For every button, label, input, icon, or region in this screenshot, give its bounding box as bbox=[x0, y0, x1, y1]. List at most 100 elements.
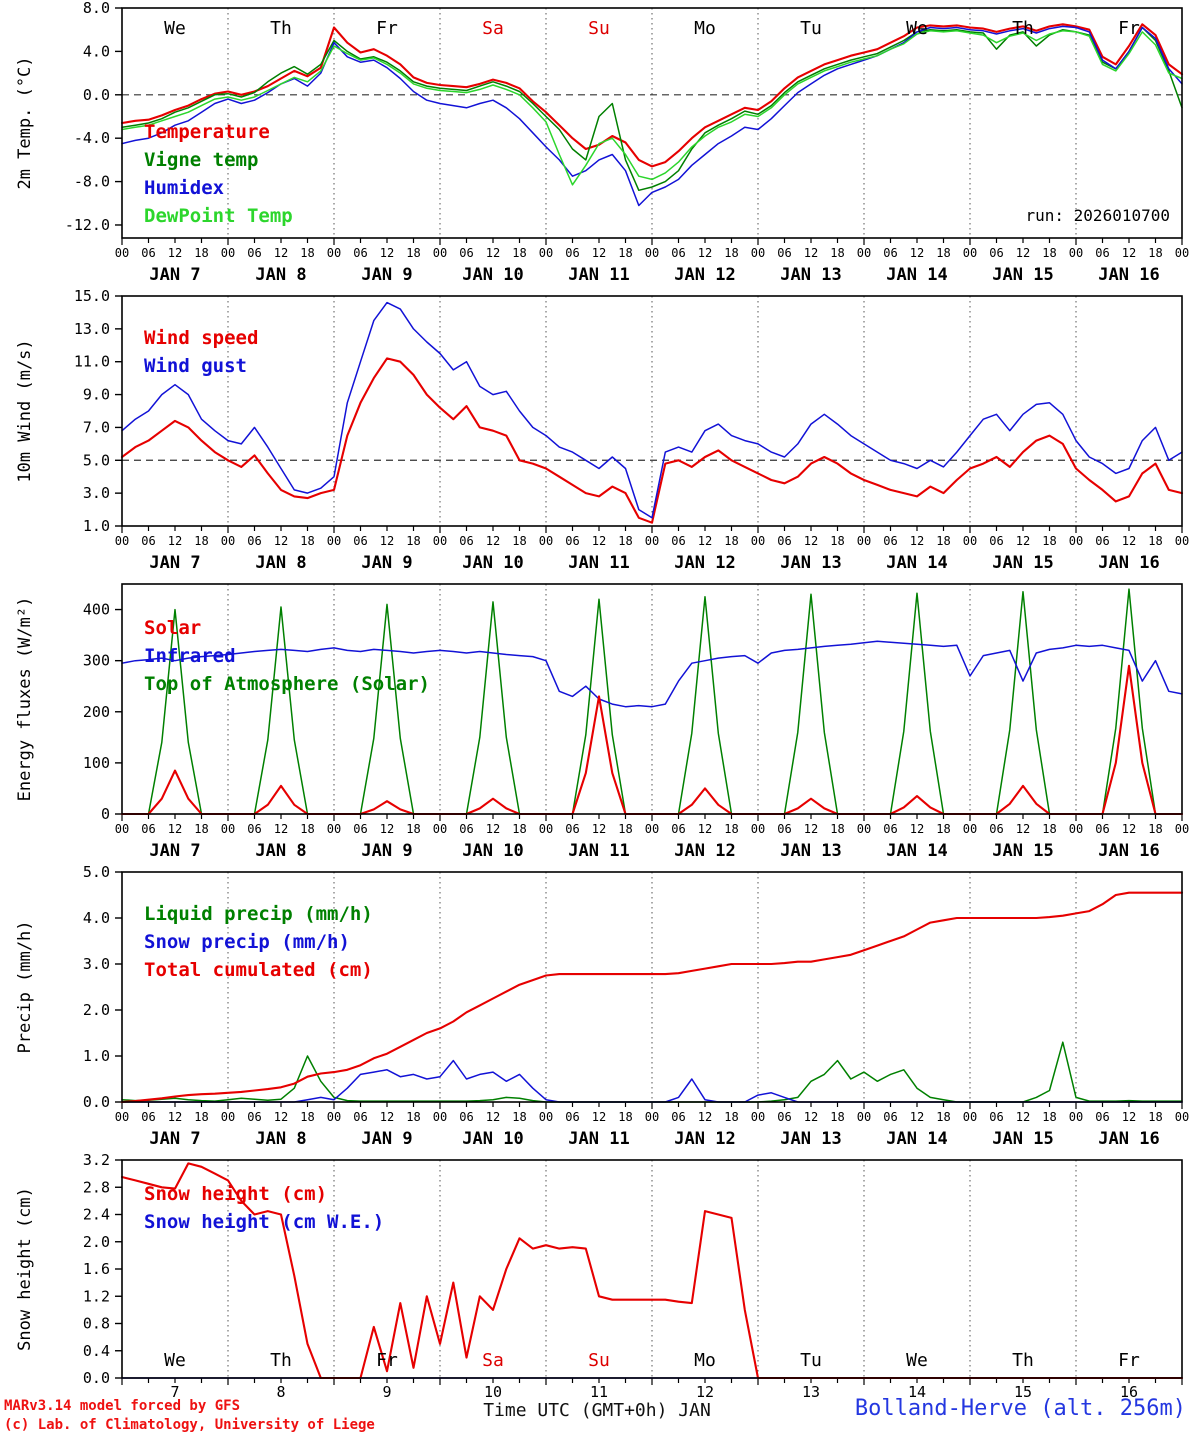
panel-wind-10m: 15.0 13.0 11.0 9.0 7.0 5.0 3.0 1.0 10m Wind (m/s… bbox=[15, 287, 1189, 573]
y-tick-label: 300 bbox=[83, 652, 110, 670]
date-label: JAN 8 bbox=[255, 265, 306, 285]
series-temperature-line bbox=[120, 23, 1184, 168]
date-label: JAN 11 bbox=[568, 553, 629, 573]
panel-frame bbox=[121, 583, 1183, 815]
y-tick-label: -4.0 bbox=[74, 129, 110, 147]
panel-temp-2m: 8.0 4.0 0.0 -4.0 -8.0 -12.0 2m Temp. (°C) Tempe… bbox=[15, 0, 1189, 285]
hour-tick-label: 06 bbox=[459, 246, 473, 260]
day-number-label: 7 bbox=[170, 1383, 179, 1401]
date-label: JAN 15 bbox=[992, 1129, 1053, 1149]
hour-tick-label: 06 bbox=[141, 246, 155, 260]
hour-tick-label: 06 bbox=[565, 1110, 579, 1124]
hour-tick-label: 00 bbox=[751, 1110, 765, 1124]
weekday-label: Su bbox=[588, 1350, 610, 1371]
date-label: JAN 15 bbox=[992, 553, 1053, 573]
date-label: JAN 11 bbox=[568, 1129, 629, 1149]
y-tick-label: 8.0 bbox=[83, 0, 110, 17]
hour-tick-label: 06 bbox=[989, 246, 1003, 260]
hour-tick-label: 18 bbox=[830, 822, 844, 836]
hour-tick-label: 12 bbox=[592, 822, 606, 836]
panel-snow-height: 3.2 2.8 2.4 2.0 1.6 1.2 0.8 0.4 0.0 Snow height (… bbox=[15, 1151, 1184, 1401]
series-humidex-line bbox=[121, 25, 1183, 207]
day-number-label: 11 bbox=[590, 1383, 608, 1401]
date-label: JAN 11 bbox=[568, 841, 629, 861]
hour-tick-label: 00 bbox=[857, 822, 871, 836]
date-label: JAN 13 bbox=[780, 841, 841, 861]
weekday-label: We bbox=[906, 1350, 928, 1371]
hour-tick-label: 18 bbox=[936, 1110, 950, 1124]
hour-tick-label: 00 bbox=[857, 1110, 871, 1124]
hour-tick-label: 18 bbox=[512, 1110, 526, 1124]
date-label: JAN 9 bbox=[361, 1129, 412, 1149]
hour-tick-label: 06 bbox=[353, 534, 367, 548]
date-label: JAN 11 bbox=[568, 265, 629, 285]
hour-tick-label: 00 bbox=[115, 534, 129, 548]
hour-tick-label: 12 bbox=[1016, 246, 1030, 260]
hour-tick-label: 00 bbox=[221, 1110, 235, 1124]
hour-tick-label: 18 bbox=[300, 1110, 314, 1124]
y-tick-label: 1.0 bbox=[83, 1047, 110, 1065]
hour-tick-label: 12 bbox=[1122, 822, 1136, 836]
date-label: JAN 7 bbox=[149, 553, 200, 573]
hour-tick-label: 06 bbox=[247, 246, 261, 260]
hour-tick-label: 12 bbox=[486, 246, 500, 260]
hour-tick-label: 18 bbox=[1042, 534, 1056, 548]
date-label: JAN 16 bbox=[1098, 1129, 1159, 1149]
hour-tick-label: 00 bbox=[963, 1110, 977, 1124]
y-tick-label: 4.0 bbox=[83, 42, 110, 60]
legend-snow-precip: Snow precip (mm/h) bbox=[144, 931, 350, 953]
legend-wind-speed: Wind speed bbox=[144, 327, 258, 349]
weekday-label: Sa bbox=[482, 18, 504, 39]
y-tick-label: 7.0 bbox=[83, 418, 110, 436]
hour-tick-label: 18 bbox=[300, 822, 314, 836]
hour-tick-label: 06 bbox=[247, 822, 261, 836]
hour-tick-label: 00 bbox=[1175, 246, 1189, 260]
hour-tick-label: 00 bbox=[1069, 246, 1083, 260]
hour-tick-label: 12 bbox=[592, 246, 606, 260]
date-label: JAN 12 bbox=[674, 1129, 735, 1149]
y-tick-label: 0.0 bbox=[83, 1093, 110, 1111]
hour-tick-label: 00 bbox=[433, 534, 447, 548]
hour-tick-label: 18 bbox=[1148, 534, 1162, 548]
hour-tick-label: 00 bbox=[1069, 534, 1083, 548]
hour-tick-label: 06 bbox=[141, 534, 155, 548]
panel-frame bbox=[121, 1159, 1183, 1379]
weekday-label: We bbox=[164, 1350, 186, 1371]
hour-tick-label: 00 bbox=[221, 822, 235, 836]
y-tick-label: 13.0 bbox=[74, 320, 110, 338]
legend-humidex: Humidex bbox=[144, 177, 224, 199]
legend-dewpoint-temp: DewPoint Temp bbox=[144, 205, 293, 227]
hour-tick-label: 00 bbox=[327, 534, 341, 548]
hour-tick-label: 18 bbox=[1148, 822, 1162, 836]
day-number-label: 8 bbox=[276, 1383, 285, 1401]
legend-snow-height-we: Snow height (cm W.E.) bbox=[144, 1211, 384, 1233]
y-tick-label: 15.0 bbox=[74, 287, 110, 305]
date-label: JAN 12 bbox=[674, 265, 735, 285]
hour-tick-label: 00 bbox=[539, 246, 553, 260]
date-label: JAN 15 bbox=[992, 265, 1053, 285]
hour-tick-label: 06 bbox=[459, 822, 473, 836]
hour-tick-label: 12 bbox=[698, 1110, 712, 1124]
hour-tick-label: 12 bbox=[698, 246, 712, 260]
hour-tick-label: 00 bbox=[327, 1110, 341, 1124]
weekday-label: Fr bbox=[1118, 18, 1140, 39]
y-tick-label: 0.8 bbox=[83, 1315, 110, 1333]
hour-tick-label: 06 bbox=[141, 1110, 155, 1124]
weekday-label: Fr bbox=[376, 1350, 398, 1371]
date-label: JAN 14 bbox=[886, 265, 947, 285]
legend-solar: Solar bbox=[144, 617, 201, 639]
hour-tick-label: 18 bbox=[194, 534, 208, 548]
y-tick-label: 100 bbox=[83, 754, 110, 772]
date-label: JAN 14 bbox=[886, 1129, 947, 1149]
hour-tick-label: 12 bbox=[910, 822, 924, 836]
hour-tick-label: 12 bbox=[274, 1110, 288, 1124]
date-label: JAN 9 bbox=[361, 553, 412, 573]
panel-precip: 5.0 4.0 3.0 2.0 1.0 0.0 Precip (mm/h) Liquid pr… bbox=[15, 863, 1189, 1149]
hour-tick-label: 12 bbox=[168, 1110, 182, 1124]
day-number-label: 12 bbox=[696, 1383, 714, 1401]
hour-tick-label: 06 bbox=[883, 822, 897, 836]
hour-tick-label: 12 bbox=[274, 534, 288, 548]
hour-tick-label: 06 bbox=[1095, 1110, 1109, 1124]
